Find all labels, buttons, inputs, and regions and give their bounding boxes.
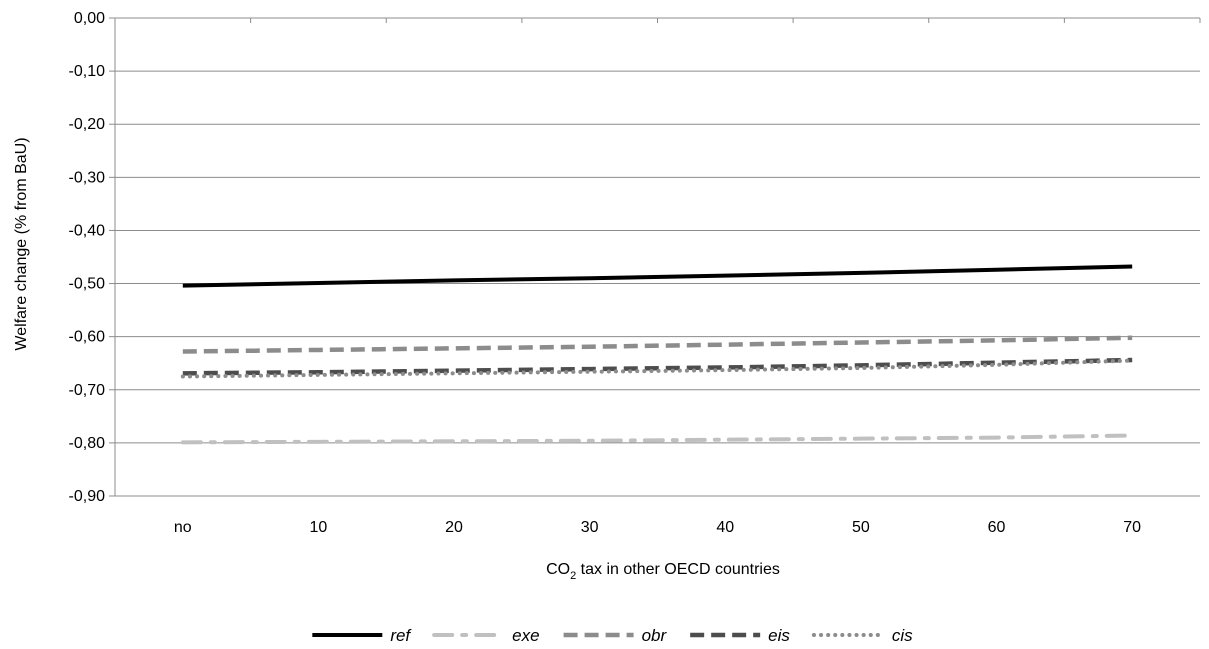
y-tick-label: -0,40 (69, 222, 106, 239)
gridlines (115, 17, 1200, 497)
x-tick-label: 20 (445, 519, 463, 536)
y-tick-label: 0,00 (74, 10, 105, 27)
x-axis-title: CO2 tax in other OECD countries (546, 561, 780, 582)
x-tick-label: 70 (1123, 519, 1141, 536)
axes (109, 17, 1201, 497)
series-line-eis (182, 357, 1133, 376)
y-tick-label: -0,80 (69, 435, 106, 452)
x-tick-label: 40 (716, 519, 734, 536)
legend-label-ref: ref (390, 626, 412, 645)
series-line-ref (182, 264, 1133, 288)
legend-label-cis: cis (892, 626, 913, 645)
x-tick-label: 60 (988, 519, 1006, 536)
y-tick-label: -0,90 (69, 488, 106, 505)
y-tick-label: -0,30 (69, 169, 106, 186)
legend-label-exe: exe (512, 626, 539, 645)
y-tick-labels: 0,00 -0,10 -0,20 -0,30 -0,40 -0,50 -0,60 -0,70 -… (69, 10, 106, 505)
series-lines (180, 264, 1135, 445)
x-tick-label: 50 (852, 519, 870, 536)
y-tick-label: -0,70 (69, 382, 106, 399)
x-tick-labels: no 10 20 30 40 50 60 70 (174, 519, 1141, 536)
x-axis-title-rest: tax in other OECD countries (576, 561, 780, 578)
series-line-cis (180, 358, 1135, 379)
x-axis-title-subscript: 2 (570, 570, 576, 582)
y-tick-label: -0,60 (69, 329, 106, 346)
x-tick-label: 10 (310, 519, 328, 536)
legend-label-eis: eis (768, 626, 790, 645)
series-line-exe (180, 433, 1135, 445)
series-line-obr (182, 335, 1133, 354)
x-axis-title-main: CO (546, 561, 570, 578)
legend: ref exe obr eis cis (312, 626, 913, 645)
x-tick-label: 30 (581, 519, 599, 536)
y-tick-label: -0,10 (69, 63, 106, 80)
y-axis-title: Welfare change (% from BaU) (13, 137, 30, 350)
y-tick-label: -0,50 (69, 276, 106, 293)
legend-label-obr: obr (642, 626, 668, 645)
x-tick-label: no (174, 519, 192, 536)
y-tick-label: -0,20 (69, 116, 106, 133)
